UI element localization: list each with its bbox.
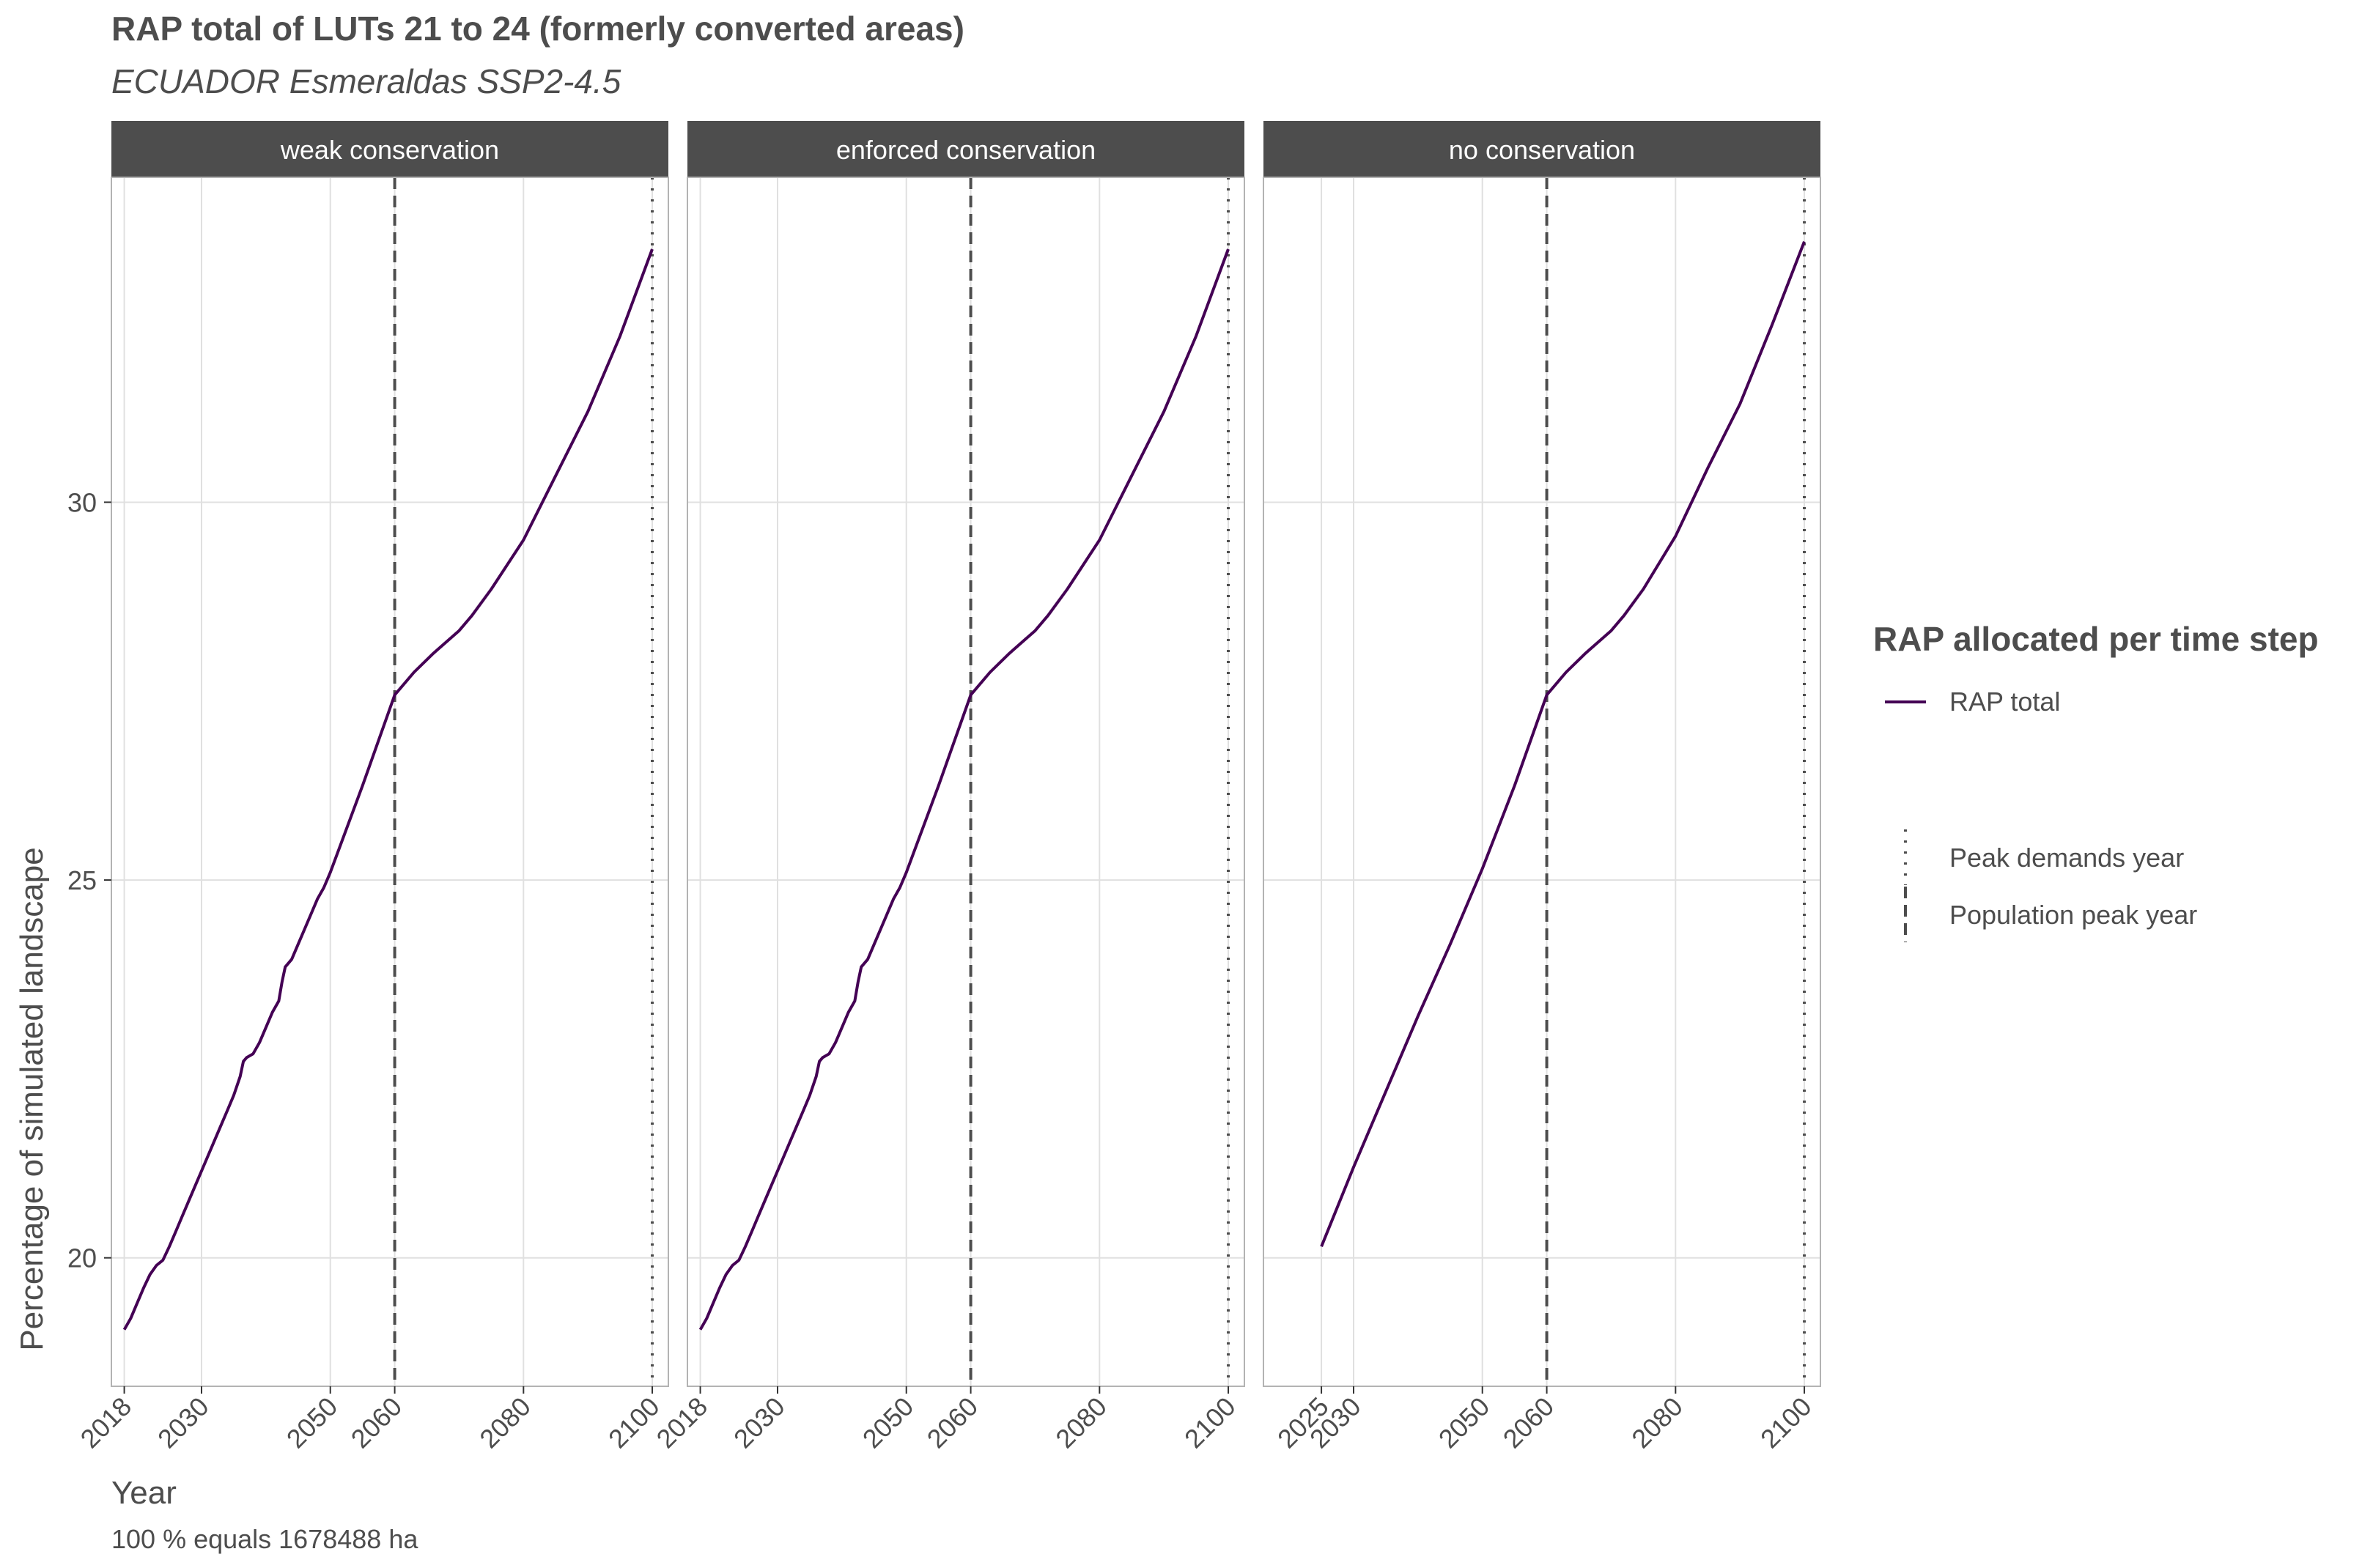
x-tick-label: 2080 xyxy=(1625,1391,1689,1454)
legend-title: RAP allocated per time step xyxy=(1873,620,2319,658)
facet-strip xyxy=(687,121,1244,177)
x-tick-label: 2060 xyxy=(345,1391,408,1454)
panel-border xyxy=(687,177,1245,1387)
x-tick-label: 2080 xyxy=(473,1391,536,1454)
panel-border xyxy=(1263,177,1821,1387)
legend-peak-demands-label: Peak demands year xyxy=(1949,843,2185,873)
chart-title: RAP total of LUTs 21 to 24 (formerly con… xyxy=(111,10,964,48)
legend-series-label: RAP total xyxy=(1949,687,2061,717)
x-tick-label: 2100 xyxy=(1754,1391,1817,1454)
facet-strip-label: weak conservation xyxy=(280,135,499,165)
x-tick-label: 2018 xyxy=(651,1391,714,1454)
x-tick-label: 2018 xyxy=(75,1391,138,1454)
x-tick-label: 2030 xyxy=(152,1391,215,1454)
y-tick-label: 30 xyxy=(67,487,97,517)
facet-strip-label: enforced conservation xyxy=(836,135,1096,165)
x-tick-label: 2050 xyxy=(857,1391,920,1454)
facet-panel: enforced conservation 2018 2030 2050 2060 208… xyxy=(651,121,1245,1454)
series-line-rap-total xyxy=(122,248,654,1331)
x-tick-label: 2060 xyxy=(921,1391,984,1454)
panel-border xyxy=(111,177,669,1387)
x-tick-label: 2030 xyxy=(728,1391,791,1454)
chart-subtitle: ECUADOR Esmeraldas SSP2-4.5 xyxy=(111,62,621,100)
x-tick-label: 2050 xyxy=(1433,1391,1496,1454)
facet-strip xyxy=(1263,121,1820,177)
y-axis-title: Percentage of simulated landscape xyxy=(14,847,50,1350)
x-tick-label: 2100 xyxy=(602,1391,665,1454)
x-tick-label: 2100 xyxy=(1178,1391,1241,1454)
chart-caption: 100 % equals 1678488 ha xyxy=(111,1524,418,1554)
legend-population-peak-label: Population peak year xyxy=(1949,900,2198,930)
y-tick-label: 25 xyxy=(67,865,97,895)
series-line-rap-total xyxy=(1320,240,1806,1247)
x-tick-label: 2050 xyxy=(281,1391,344,1454)
x-tick-label: 2080 xyxy=(1049,1391,1112,1454)
x-axis-title: Year xyxy=(111,1475,177,1511)
facet-strip-label: no conservation xyxy=(1449,135,1635,165)
x-tick-label: 2060 xyxy=(1497,1391,1560,1454)
series-line-rap-total xyxy=(698,248,1230,1331)
y-tick-label: 20 xyxy=(67,1243,97,1273)
facet-strip xyxy=(111,121,668,177)
